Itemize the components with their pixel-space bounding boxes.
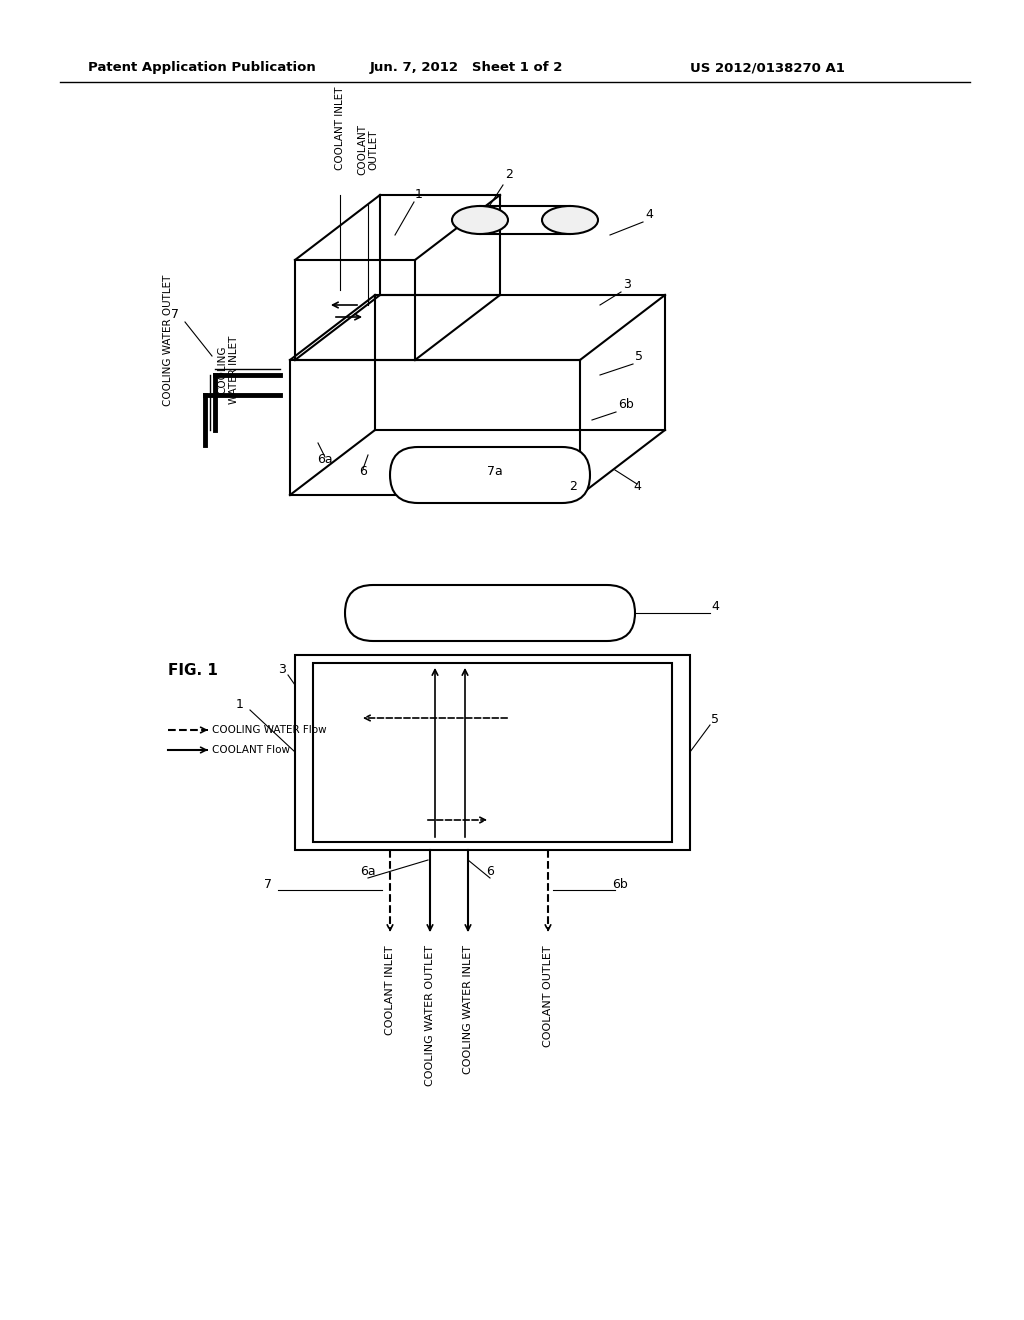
FancyBboxPatch shape xyxy=(345,585,635,642)
Text: 7a: 7a xyxy=(487,465,503,478)
FancyBboxPatch shape xyxy=(390,447,590,503)
Text: 6b: 6b xyxy=(612,878,628,891)
Text: FIG. 1: FIG. 1 xyxy=(168,663,218,678)
Text: 6: 6 xyxy=(486,865,494,878)
Text: Jun. 7, 2012   Sheet 1 of 2: Jun. 7, 2012 Sheet 1 of 2 xyxy=(370,62,563,74)
Ellipse shape xyxy=(542,206,598,234)
Text: COOLING WATER INLET: COOLING WATER INLET xyxy=(463,945,473,1074)
Text: 2: 2 xyxy=(569,480,577,492)
Text: COOLANT INLET: COOLANT INLET xyxy=(385,945,395,1035)
Text: 6a: 6a xyxy=(360,865,376,878)
Text: 5: 5 xyxy=(635,350,643,363)
Text: 4: 4 xyxy=(711,601,719,612)
Text: COOLING WATER Flow: COOLING WATER Flow xyxy=(212,725,327,735)
Ellipse shape xyxy=(452,206,508,234)
Text: COOLING
WATER INLET: COOLING WATER INLET xyxy=(217,335,239,404)
Text: 7: 7 xyxy=(264,878,272,891)
Text: 1: 1 xyxy=(415,187,423,201)
Text: 3: 3 xyxy=(623,279,631,290)
Text: 3: 3 xyxy=(279,663,286,676)
Text: Patent Application Publication: Patent Application Publication xyxy=(88,62,315,74)
Text: COOLING WATER OUTLET: COOLING WATER OUTLET xyxy=(425,945,435,1086)
Bar xyxy=(313,663,672,842)
Text: 6a: 6a xyxy=(317,453,333,466)
Text: COOLANT
OUTLET: COOLANT OUTLET xyxy=(357,124,379,176)
Text: US 2012/0138270 A1: US 2012/0138270 A1 xyxy=(690,62,845,74)
Text: 4: 4 xyxy=(633,480,641,492)
Text: 2: 2 xyxy=(505,168,513,181)
Text: 5: 5 xyxy=(711,713,719,726)
Bar xyxy=(295,655,690,850)
Text: COOLING WATER OUTLET: COOLING WATER OUTLET xyxy=(163,275,173,405)
Text: 6b: 6b xyxy=(618,399,634,411)
Text: 1: 1 xyxy=(237,698,244,711)
Text: COOLANT INLET: COOLANT INLET xyxy=(335,87,345,170)
Text: 6: 6 xyxy=(359,465,367,478)
Text: 4: 4 xyxy=(645,209,653,220)
Text: COOLANT OUTLET: COOLANT OUTLET xyxy=(543,945,553,1047)
Text: 7: 7 xyxy=(171,308,179,321)
Text: COOLANT Flow: COOLANT Flow xyxy=(212,744,290,755)
